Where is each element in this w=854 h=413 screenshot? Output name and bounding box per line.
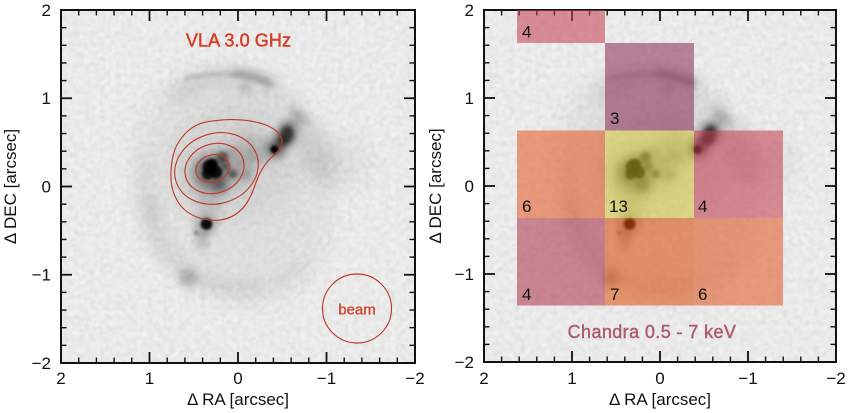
- svg-text:−1: −1: [738, 369, 757, 388]
- svg-text:7: 7: [610, 285, 619, 304]
- svg-text:2: 2: [479, 369, 488, 388]
- svg-text:0: 0: [42, 178, 51, 197]
- svg-text:0: 0: [465, 177, 474, 196]
- svg-text:Δ DEC [arcsec]: Δ DEC [arcsec]: [426, 128, 445, 243]
- svg-text:−2: −2: [826, 369, 845, 388]
- svg-text:−1: −1: [32, 266, 51, 285]
- svg-text:1: 1: [42, 89, 51, 108]
- svg-text:4: 4: [522, 23, 531, 42]
- svg-text:0: 0: [655, 369, 664, 388]
- svg-text:−2: −2: [405, 369, 424, 388]
- svg-text:Δ DEC [arcsec]: Δ DEC [arcsec]: [1, 129, 20, 244]
- svg-text:3: 3: [610, 109, 619, 128]
- svg-text:−1: −1: [317, 369, 336, 388]
- svg-text:2: 2: [465, 1, 474, 20]
- svg-text:beam: beam: [338, 302, 376, 319]
- svg-text:VLA 3.0 GHz: VLA 3.0 GHz: [186, 31, 291, 51]
- svg-text:1: 1: [465, 89, 474, 108]
- svg-text:Δ RA [arcsec]: Δ RA [arcsec]: [609, 390, 711, 409]
- svg-text:−2: −2: [455, 353, 474, 372]
- svg-text:1: 1: [567, 369, 576, 388]
- svg-text:6: 6: [698, 285, 707, 304]
- svg-text:−1: −1: [455, 265, 474, 284]
- svg-text:6: 6: [522, 197, 531, 216]
- svg-text:4: 4: [522, 285, 531, 304]
- svg-text:Chandra 0.5 - 7 keV: Chandra 0.5 - 7 keV: [568, 322, 737, 342]
- svg-text:4: 4: [698, 197, 707, 216]
- svg-text:−2: −2: [32, 354, 51, 373]
- svg-text:1: 1: [145, 369, 154, 388]
- svg-text:Δ RA [arcsec]: Δ RA [arcsec]: [187, 390, 289, 409]
- svg-text:2: 2: [42, 1, 51, 20]
- svg-text:2: 2: [56, 369, 65, 388]
- svg-text:0: 0: [233, 369, 242, 388]
- svg-text:13: 13: [609, 197, 628, 216]
